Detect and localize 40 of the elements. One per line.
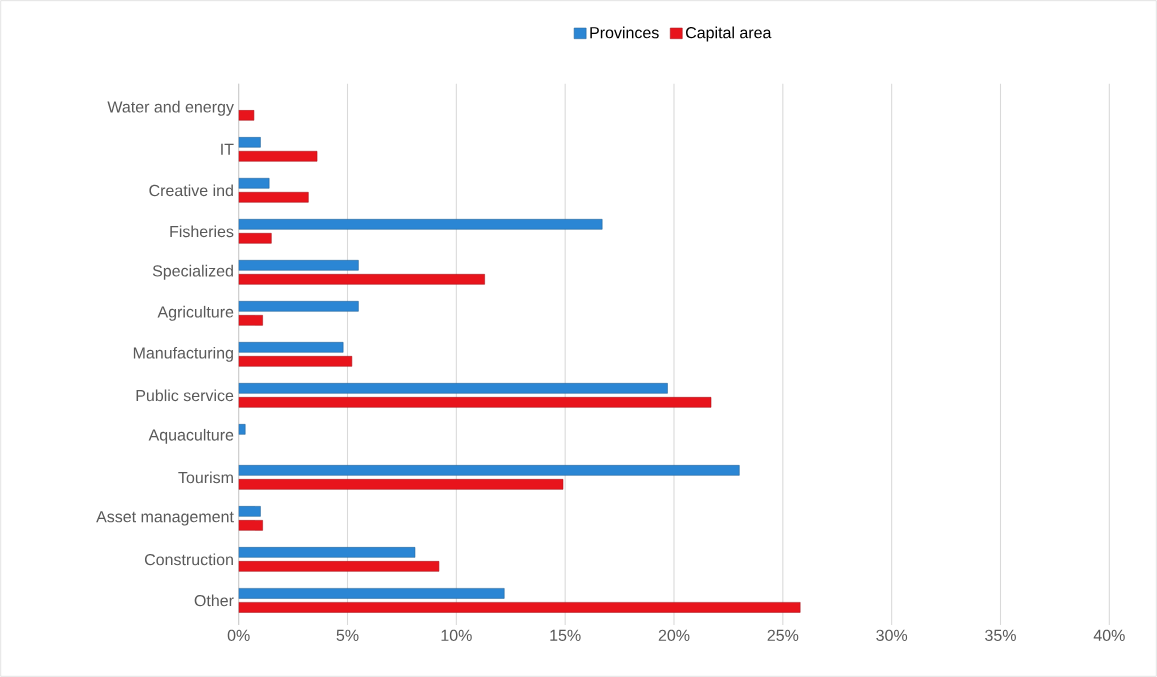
x-tick-label: 35% xyxy=(985,629,1016,642)
bar xyxy=(238,260,359,271)
x-tick-label: 40% xyxy=(1093,629,1125,642)
x-tick-label: 0% xyxy=(227,629,250,642)
y-tick-label: Other xyxy=(194,594,234,607)
y-tick-label: Asset management xyxy=(96,511,234,526)
bar xyxy=(238,219,603,230)
y-tick-label: Specialized xyxy=(152,264,233,280)
legend-label: Capital area xyxy=(686,26,772,42)
bar xyxy=(238,342,344,353)
legend-label: Provinces xyxy=(590,26,659,39)
bar xyxy=(238,547,416,558)
x-tick-label: 5% xyxy=(336,629,359,641)
y-tick-label: Public service xyxy=(136,389,234,402)
bar xyxy=(238,506,261,517)
y-tick-label: IT xyxy=(221,143,234,155)
y-tick-label: Construction xyxy=(144,553,233,566)
bar xyxy=(238,383,668,394)
bar xyxy=(238,479,564,490)
y-tick-label: Water and energy xyxy=(107,100,234,116)
bar xyxy=(238,588,505,599)
y-tick-label: Creative ind xyxy=(149,184,233,197)
bar xyxy=(238,465,740,476)
bar xyxy=(238,424,246,435)
x-tick-label: 30% xyxy=(876,629,908,642)
bar xyxy=(238,602,801,613)
y-tick-label: Agriculture xyxy=(157,305,234,321)
y-tick-label: Manufacturing xyxy=(133,346,233,362)
x-tick-label: 10% xyxy=(441,629,472,642)
bar xyxy=(238,397,712,408)
y-tick-label: Fisheries xyxy=(170,225,234,238)
bar xyxy=(238,274,485,285)
x-tick-label: 15% xyxy=(550,629,581,641)
x-tick-label: 25% xyxy=(767,629,799,642)
bar xyxy=(238,301,359,312)
bar xyxy=(238,137,261,148)
bar xyxy=(238,178,270,189)
y-tick-label: Tourism xyxy=(178,471,233,484)
x-tick-label: 20% xyxy=(658,629,690,642)
y-tick-label: Aquaculture xyxy=(148,428,234,444)
